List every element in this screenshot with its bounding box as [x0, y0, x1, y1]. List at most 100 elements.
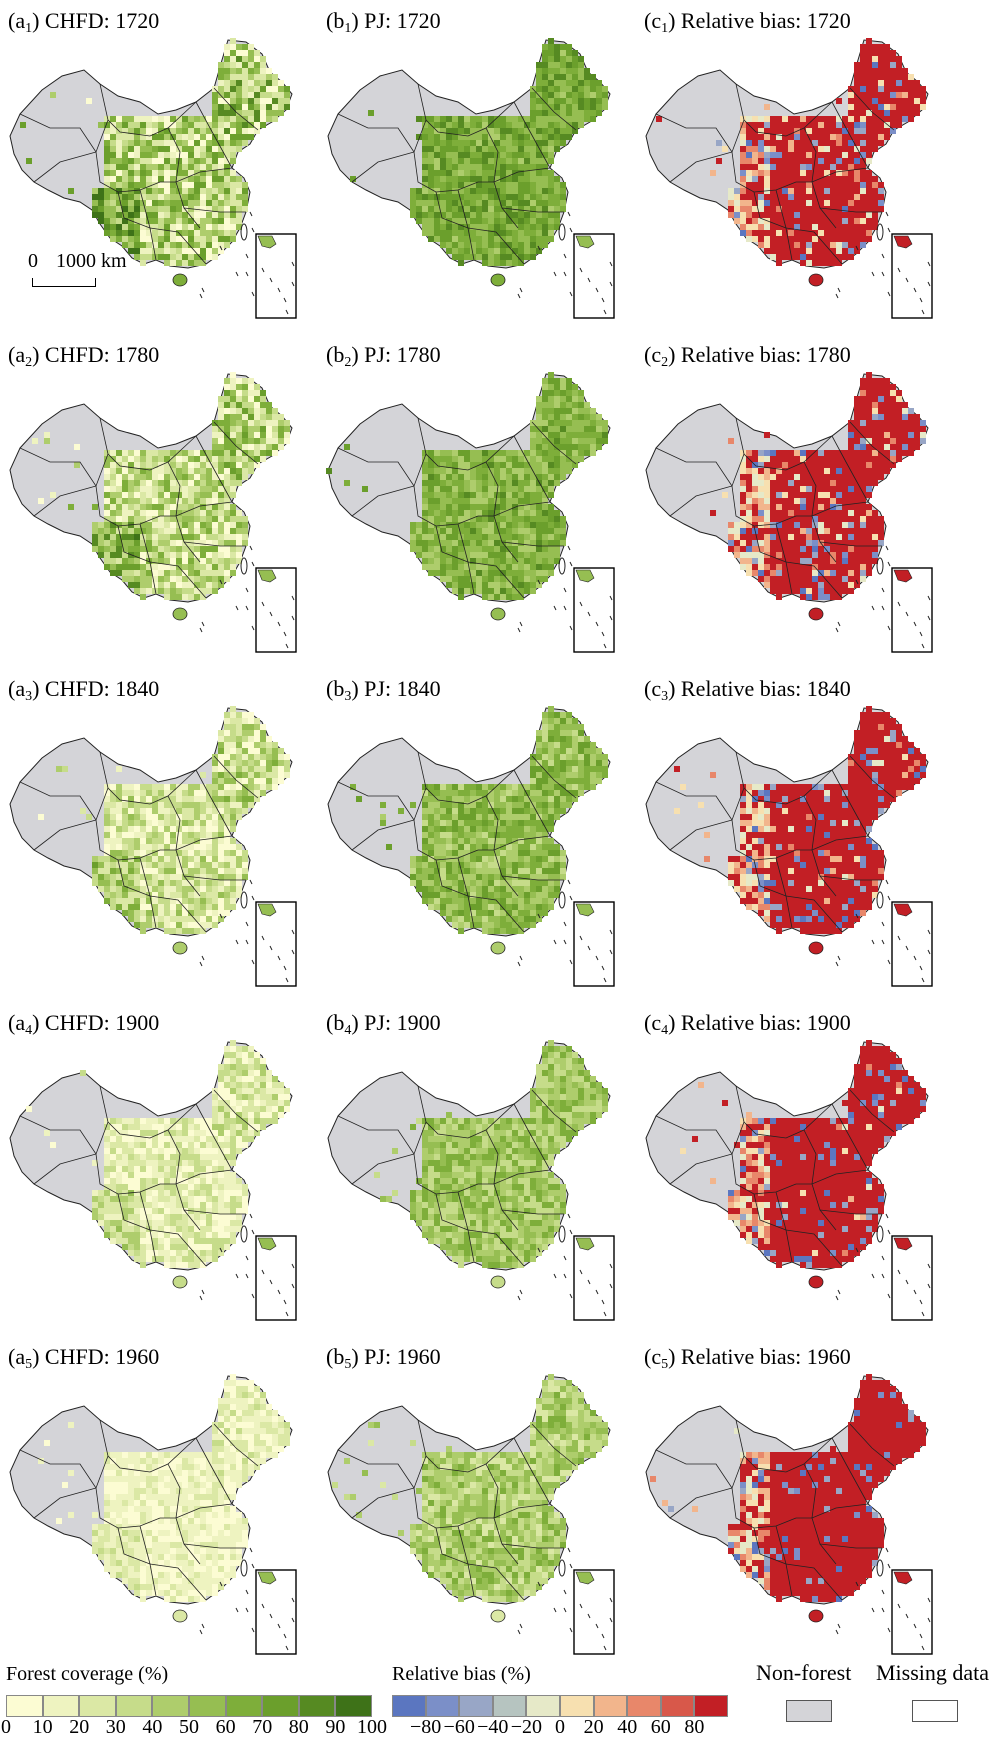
- grid-cell: [854, 236, 860, 242]
- boundary-dash: [905, 277, 909, 283]
- grid-cell: [512, 486, 518, 492]
- grid-cell: [182, 182, 188, 188]
- grid-cell: [116, 480, 122, 486]
- grid-cell: [236, 176, 242, 182]
- grid-cell: [212, 98, 218, 104]
- grid-cell: [434, 456, 440, 462]
- grid-cell: [536, 480, 542, 486]
- province-border: [337, 113, 415, 153]
- grid-cell: [236, 396, 242, 402]
- grid-cell: [278, 444, 284, 450]
- grid-cell: [224, 86, 230, 92]
- grid-cell: [110, 236, 116, 242]
- grid-cell: [134, 820, 140, 826]
- grid-cell: [200, 146, 206, 152]
- grid-cell: [188, 534, 194, 540]
- grid-cell: [788, 164, 794, 170]
- grid-cell: [122, 146, 128, 152]
- grid-cell: [146, 498, 152, 504]
- grid-cell: [476, 582, 482, 588]
- grid-cell: [560, 68, 566, 74]
- grid-cell: [818, 152, 824, 158]
- grid-cell: [782, 456, 788, 462]
- grid-cell: [530, 182, 536, 188]
- grid-cell: [836, 498, 842, 504]
- grid-cell: [122, 886, 128, 892]
- grid-cell: [500, 528, 506, 534]
- grid-cell: [512, 564, 518, 570]
- grid-cell: [866, 206, 872, 212]
- grid-cell: [800, 510, 806, 516]
- grid-cell: [206, 576, 212, 582]
- grid-cell: [122, 898, 128, 904]
- grid-cell: [242, 50, 248, 56]
- province-border: [467, 227, 475, 261]
- grid-cell: [482, 176, 488, 182]
- grid-cell: [836, 230, 842, 236]
- grid-cell: [230, 236, 236, 242]
- grid-cell: [812, 164, 818, 170]
- grid-cell: [146, 808, 152, 814]
- grid-cell: [128, 468, 134, 474]
- grid-cell: [434, 176, 440, 182]
- grid-cell: [740, 522, 746, 528]
- grid-cell: [764, 474, 770, 480]
- grid-cell: [218, 402, 224, 408]
- grid-cell: [824, 194, 830, 200]
- grid-cell: [560, 522, 566, 528]
- grid-cell: [476, 224, 482, 230]
- grid-cell: [242, 134, 248, 140]
- grid-cell: [500, 224, 506, 230]
- grid-cell: [908, 426, 914, 432]
- grid-cell: [266, 86, 272, 92]
- grid-cell: [884, 98, 890, 104]
- grid-cell: [92, 868, 98, 874]
- grid-cell: [440, 128, 446, 134]
- grid-cell: [260, 110, 266, 116]
- grid-cell: [494, 152, 500, 158]
- grid-cell: [482, 492, 488, 498]
- grid-cell: [254, 86, 260, 92]
- grid-cell: [242, 74, 248, 80]
- grid-cell: [824, 254, 830, 260]
- grid-cell: [914, 104, 920, 110]
- grid-cell: [866, 414, 872, 420]
- grid-cell: [278, 772, 284, 778]
- grid-cell: [590, 420, 596, 426]
- grid-cell: [530, 176, 536, 182]
- grid-cell: [170, 116, 176, 122]
- grid-cell: [866, 212, 872, 218]
- grid-cell: [236, 510, 242, 516]
- grid-cell: [512, 242, 518, 248]
- grid-cell: [542, 462, 548, 468]
- grid-cell: [770, 450, 776, 456]
- grid-cell: [764, 546, 770, 552]
- grid-cell: [488, 254, 494, 260]
- grid-cell: [182, 194, 188, 200]
- grid-cell: [848, 206, 854, 212]
- grid-cell: [230, 176, 236, 182]
- grid-cell: [764, 140, 770, 146]
- grid-cell: [800, 194, 806, 200]
- grid-cell: [878, 438, 884, 444]
- grid-cell: [236, 850, 242, 856]
- grid-cell: [194, 456, 200, 462]
- grid-cell: [446, 182, 452, 188]
- grid-cell: [812, 498, 818, 504]
- grid-cell: [518, 158, 524, 164]
- grid-cell: [224, 50, 230, 56]
- grid-cell: [770, 456, 776, 462]
- grid-cell: [488, 212, 494, 218]
- grid-cell: [230, 438, 236, 444]
- grid-cell: [164, 862, 170, 868]
- grid-cell: [824, 128, 830, 134]
- grid-cell: [428, 116, 434, 122]
- grid-cell: [542, 426, 548, 432]
- grid-cell: [128, 504, 134, 510]
- grid-cell: [434, 116, 440, 122]
- grid-cell: [86, 814, 92, 820]
- grid-cell: [146, 784, 152, 790]
- grid-cell: [830, 468, 836, 474]
- grid-cell: [170, 564, 176, 570]
- grid-cell: [104, 194, 110, 200]
